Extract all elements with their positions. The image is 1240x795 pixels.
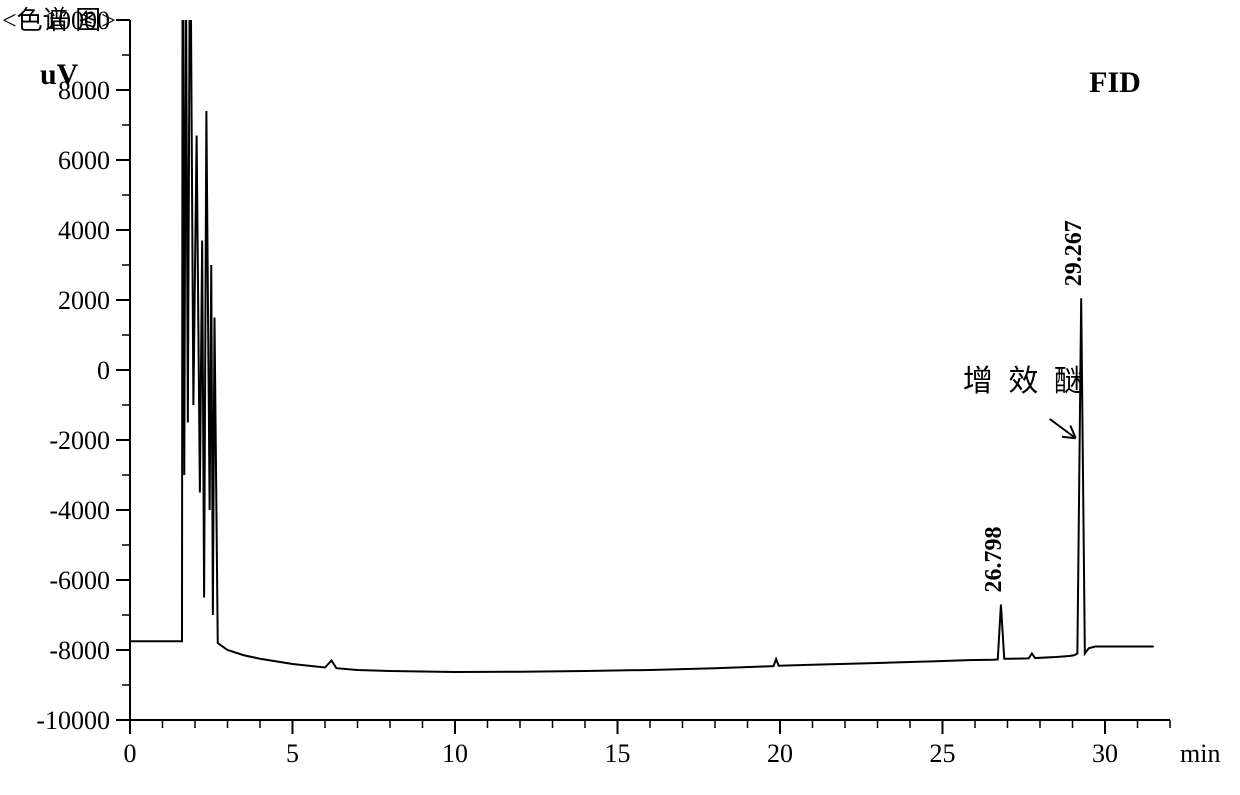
x-tick-label: 10: [442, 739, 468, 768]
y-tick-label: -6000: [49, 566, 110, 595]
y-tick-label: -2000: [49, 426, 110, 455]
chart-corner-title: <色谱 图>: [2, 0, 116, 37]
y-tick-label: -10000: [36, 706, 110, 735]
x-tick-label: 30: [1092, 739, 1118, 768]
x-tick-label: 20: [767, 739, 793, 768]
x-axis-unit: min: [1180, 739, 1220, 768]
y-tick-label: 0: [97, 356, 110, 385]
y-tick-label: 2000: [58, 286, 110, 315]
x-tick-label: 25: [930, 739, 956, 768]
x-tick-label: 5: [286, 739, 299, 768]
x-tick-label: 15: [605, 739, 631, 768]
chromatogram-plot: 0 5 10 15 20 25 30 -10000 -8000 -6000 -4000 -2000 0 2…: [0, 0, 1240, 795]
chart-root: <色谱 图> uV 0 5 10 15 20 25 30 -10000 -8000 -6000 -4…: [0, 0, 1240, 795]
y-tick-label: -8000: [49, 636, 110, 665]
peak-rt-label: 29.267: [1061, 220, 1087, 286]
detector-label: FID: [1089, 66, 1141, 99]
x-tick-label: 0: [124, 739, 137, 768]
y-tick-label: -4000: [49, 496, 110, 525]
y-tick-label: 4000: [58, 216, 110, 245]
y-tick-label: 6000: [58, 146, 110, 175]
peak-annotation-label: 增 效 醚: [963, 365, 1088, 398]
y-axis-unit: uV: [40, 58, 78, 92]
peak-rt-label: 26.798: [981, 526, 1007, 592]
